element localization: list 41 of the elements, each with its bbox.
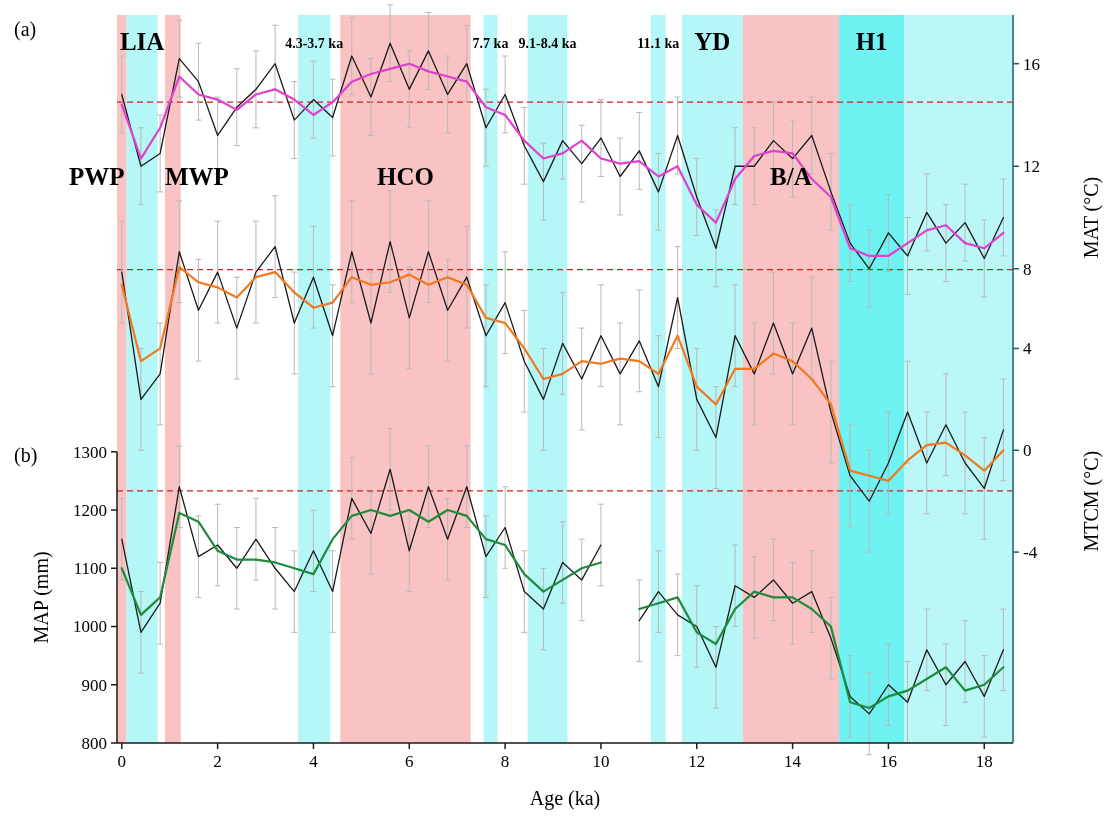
y-tick-label: 1300	[73, 442, 107, 462]
y-tick-label: 800	[81, 733, 107, 753]
x-tick-label: 0	[117, 752, 127, 771]
x-tick-label: 6	[405, 752, 414, 771]
y3-tick-label: 4	[1023, 339, 1032, 359]
x-axis-title: Age (ka)	[529, 787, 601, 810]
x-tick-label: 16	[879, 752, 897, 771]
y3-tick-label: -4	[1023, 543, 1038, 563]
x-tick-label: 14	[784, 752, 802, 771]
y3-axis-title: MTCM (°C)	[1080, 450, 1103, 552]
band-label: H1	[855, 28, 888, 55]
text: (a)	[14, 18, 37, 41]
band-label: 9.1-8.4 ka	[518, 36, 577, 51]
y2-tick-label: 12	[1023, 157, 1040, 177]
band-label: LIA	[119, 28, 165, 55]
band-label: 7.7 ka	[472, 36, 509, 51]
text: (b)	[14, 444, 38, 467]
y2-tick-label: 16	[1023, 54, 1040, 74]
y-axis-title: MAP (mm)	[30, 551, 53, 644]
band-label: B/A	[770, 163, 812, 190]
band-label: MWP	[164, 163, 229, 190]
y-tick-label: 1100	[73, 559, 107, 579]
line-series	[121, 240, 1005, 502]
y-tick-label: 1000	[73, 617, 107, 637]
band-label: HCO	[376, 163, 434, 190]
y2-axis-title: MAT (°C)	[1080, 176, 1103, 259]
band-label: 4.3-3.7 ka	[285, 36, 344, 51]
x-tick-label: 10	[592, 752, 610, 771]
band-label: 11.1 ka	[637, 36, 680, 51]
x-tick-label: 12	[688, 752, 706, 771]
x-tick-label: 2	[213, 752, 222, 771]
line-series	[120, 265, 1005, 482]
x-tick-label: 8	[500, 752, 510, 771]
y-tick-label: 1200	[73, 500, 107, 520]
y3-tick-label: 0	[1023, 441, 1032, 461]
y-tick-label: 900	[81, 675, 107, 695]
band-label: YD	[694, 28, 731, 55]
x-tick-label: 18	[975, 752, 993, 771]
y2-tick-label: 8	[1023, 259, 1032, 279]
x-tick-label: 4	[309, 752, 319, 771]
band-label: PWP	[69, 163, 125, 190]
